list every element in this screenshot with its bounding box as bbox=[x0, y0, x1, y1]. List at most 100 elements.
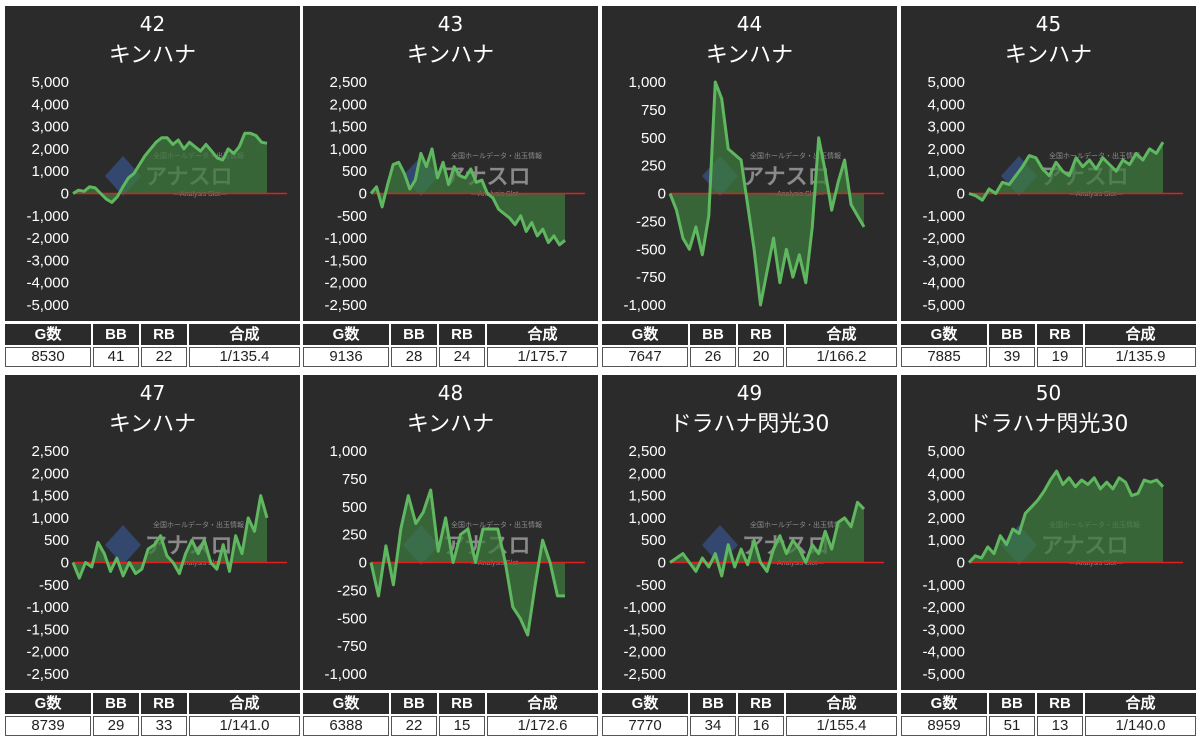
watermark-tagline: —Analysis Slot— bbox=[173, 560, 227, 567]
series-line bbox=[369, 488, 565, 637]
watermark-top-text: 全国ホールデータ・出玉情報 bbox=[451, 151, 542, 160]
chart-svg: 1,0007505002500-250-500-750-1,000アナスロ全国ホ… bbox=[623, 74, 884, 314]
y-tick-label: 0 bbox=[957, 555, 965, 572]
watermark-tagline: —Analysis Slot— bbox=[1069, 191, 1123, 198]
y-tick-label: 0 bbox=[61, 186, 69, 203]
game-count-header: G数 bbox=[602, 324, 688, 345]
watermark-top-text: 全国ホールデータ・出玉情報 bbox=[1049, 151, 1140, 160]
regular-bonus-value: 16 bbox=[738, 716, 784, 736]
y-tick-label: -2,000 bbox=[26, 230, 69, 247]
y-tick-label: 500 bbox=[44, 532, 69, 549]
y-tick-label: 1,500 bbox=[329, 119, 367, 136]
y-tick-label: -4,000 bbox=[922, 275, 965, 292]
y-tick-label: 2,000 bbox=[927, 510, 965, 527]
y-tick-label: 2,000 bbox=[31, 465, 69, 482]
y-tick-label: 4,000 bbox=[927, 465, 965, 482]
y-tick-label: 5,000 bbox=[927, 443, 965, 460]
regular-bonus-value: 13 bbox=[1037, 716, 1083, 736]
y-tick-label: 0 bbox=[359, 555, 367, 572]
game-count-header: G数 bbox=[5, 324, 91, 345]
y-tick-label: -1,000 bbox=[324, 666, 367, 683]
y-tick-label: -750 bbox=[337, 638, 367, 655]
regular-bonus-header: RB bbox=[141, 324, 187, 345]
y-tick-label: 2,000 bbox=[927, 141, 965, 158]
stats-table: G数 7647 BB 26 RB 20 合成 1/166.2 bbox=[602, 324, 897, 368]
y-tick-label: 500 bbox=[342, 163, 367, 180]
watermark-tagline: —Analysis Slot— bbox=[471, 560, 525, 567]
combined-probability-value: 1/135.4 bbox=[189, 347, 300, 367]
chart-panel: 43 キンハナ 2,500 2,000 1,500 1,000 500 0 -500 -1,000… bbox=[303, 6, 598, 369]
combined-probability-value: 1/140.0 bbox=[1085, 716, 1196, 736]
regular-bonus-value: 15 bbox=[439, 716, 485, 736]
watermark-top-text: 全国ホールデータ・出玉情報 bbox=[750, 151, 841, 160]
game-count-header: G数 bbox=[602, 693, 688, 714]
regular-bonus-header: RB bbox=[1037, 324, 1083, 345]
y-tick-label: -1,500 bbox=[324, 252, 367, 269]
y-tick-label: 750 bbox=[342, 471, 367, 488]
chart-panel: 49 ドラハナ閃光30 2,500 2,000 1,500 1,000 500 0 -500 -1… bbox=[602, 375, 897, 738]
combined-probability-header: 合成 bbox=[786, 693, 897, 714]
y-tick-label: -5,000 bbox=[922, 666, 965, 683]
y-tick-label: 750 bbox=[641, 102, 666, 119]
y-tick-label: 2,500 bbox=[329, 74, 367, 91]
y-tick-label: -1,000 bbox=[623, 297, 666, 314]
combined-probability-header: 合成 bbox=[487, 693, 598, 714]
y-tick-label: -750 bbox=[636, 269, 666, 286]
y-tick-label: -5,000 bbox=[26, 297, 69, 314]
big-bonus-header: BB bbox=[690, 324, 736, 345]
stats-table: G数 7885 BB 39 RB 19 合成 1/135.9 bbox=[901, 324, 1196, 368]
combined-probability-header: 合成 bbox=[1085, 693, 1196, 714]
y-tick-label: -1,000 bbox=[26, 208, 69, 225]
watermark-top-text: 全国ホールデータ・出玉情報 bbox=[153, 520, 244, 529]
big-bonus-header: BB bbox=[93, 693, 139, 714]
y-tick-label: -2,000 bbox=[922, 599, 965, 616]
regular-bonus-header: RB bbox=[738, 324, 784, 345]
y-tick-label: 0 bbox=[61, 555, 69, 572]
machine-name: ドラハナ閃光30 bbox=[669, 412, 830, 437]
regular-bonus-header: RB bbox=[1037, 693, 1083, 714]
y-tick-label: 1,000 bbox=[329, 141, 367, 158]
y-tick-label: -4,000 bbox=[922, 644, 965, 661]
big-bonus-header: BB bbox=[690, 693, 736, 714]
watermark-top-text: 全国ホールデータ・出玉情報 bbox=[750, 520, 841, 529]
series-line bbox=[72, 131, 268, 204]
y-tick-label: 3,000 bbox=[927, 488, 965, 505]
combined-probability-header: 合成 bbox=[1085, 324, 1196, 345]
chart-area: 49 ドラハナ閃光30 2,500 2,000 1,500 1,000 500 0 -500 -1… bbox=[602, 375, 897, 690]
y-tick-label: 500 bbox=[641, 532, 666, 549]
machine-name: キンハナ bbox=[406, 43, 495, 68]
regular-bonus-header: RB bbox=[141, 693, 187, 714]
stats-table: G数 6388 BB 22 RB 15 合成 1/172.6 bbox=[303, 693, 598, 737]
chart-area: 50 ドラハナ閃光30 5,000 4,000 3,000 2,000 1,000 0 -1,0… bbox=[901, 375, 1196, 690]
y-tick-label: 250 bbox=[641, 158, 666, 175]
y-tick-label: 1,000 bbox=[628, 74, 666, 91]
machine-number: 48 bbox=[437, 381, 464, 405]
stats-table: G数 9136 BB 28 RB 24 合成 1/175.7 bbox=[303, 324, 598, 368]
big-bonus-value: 29 bbox=[93, 716, 139, 736]
y-tick-label: -250 bbox=[636, 213, 666, 230]
y-tick-label: -3,000 bbox=[922, 252, 965, 269]
y-tick-label: 5,000 bbox=[927, 74, 965, 91]
y-tick-label: 2,500 bbox=[628, 443, 666, 460]
big-bonus-header: BB bbox=[989, 693, 1035, 714]
combined-probability-value: 1/175.7 bbox=[487, 347, 598, 367]
chart-panel: 45 キンハナ 5,000 4,000 3,000 2,000 1,000 0 -1,000 -2… bbox=[901, 6, 1196, 369]
watermark-tagline: —Analysis Slot— bbox=[770, 560, 824, 567]
machine-name: キンハナ bbox=[1004, 43, 1093, 68]
y-tick-label: -1,000 bbox=[922, 577, 965, 594]
y-tick-label: -500 bbox=[337, 208, 367, 225]
game-count-header: G数 bbox=[901, 324, 987, 345]
y-tick-label: 4,000 bbox=[31, 96, 69, 113]
y-tick-label: -1,500 bbox=[26, 621, 69, 638]
series-area bbox=[73, 133, 267, 203]
y-tick-label: -500 bbox=[39, 577, 69, 594]
combined-probability-header: 合成 bbox=[786, 324, 897, 345]
machine-number: 42 bbox=[139, 12, 166, 36]
y-tick-label: 1,000 bbox=[31, 163, 69, 180]
chart-svg: 5,000 4,000 3,000 2,000 1,000 0 -1,000 -2,000 -3… bbox=[26, 74, 287, 314]
series-line bbox=[71, 494, 269, 580]
machine-name: ドラハナ閃光30 bbox=[968, 412, 1129, 437]
game-count-header: G数 bbox=[5, 693, 91, 714]
y-tick-label: 0 bbox=[658, 186, 666, 203]
watermark-top-text: 全国ホールデータ・出玉情報 bbox=[451, 520, 542, 529]
